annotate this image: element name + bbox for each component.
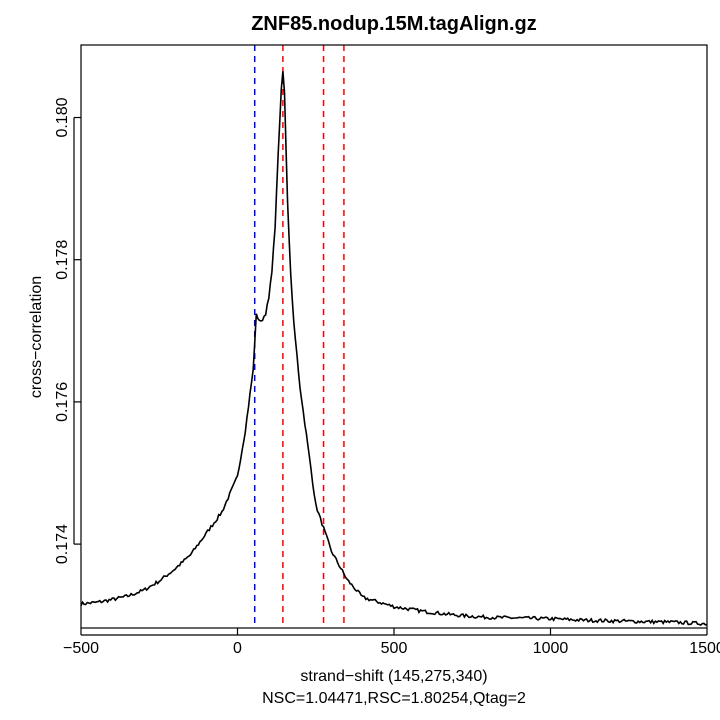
x-tick-label-2: 500 — [381, 640, 408, 657]
y-tick-label-2: 0.178 — [54, 240, 71, 280]
series-line-0 — [80, 71, 708, 627]
y-axis: 0.174 0.176 0.178 0.180 — [54, 97, 81, 564]
x-tick-label-0: −500 — [63, 640, 99, 657]
plot-frame — [80, 44, 708, 629]
vertical-markers — [253, 45, 345, 628]
x-axis-label: strand−shift (145,275,340) — [300, 668, 487, 685]
y-tick-label-1: 0.176 — [54, 382, 71, 422]
chart-title: ZNF85.nodup.15M.tagAlign.gz — [251, 13, 537, 35]
series-lines — [80, 71, 708, 627]
y-tick-label-3: 0.180 — [54, 97, 71, 137]
chart-subtitle: NSC=1.04471,RSC=1.80254,Qtag=2 — [262, 690, 526, 707]
x-tick-label-3: 1000 — [533, 640, 569, 657]
y-tick-label-0: 0.174 — [54, 524, 71, 564]
y-axis-label: cross−correlation — [28, 276, 45, 398]
x-tick-label-1: 0 — [233, 640, 242, 657]
